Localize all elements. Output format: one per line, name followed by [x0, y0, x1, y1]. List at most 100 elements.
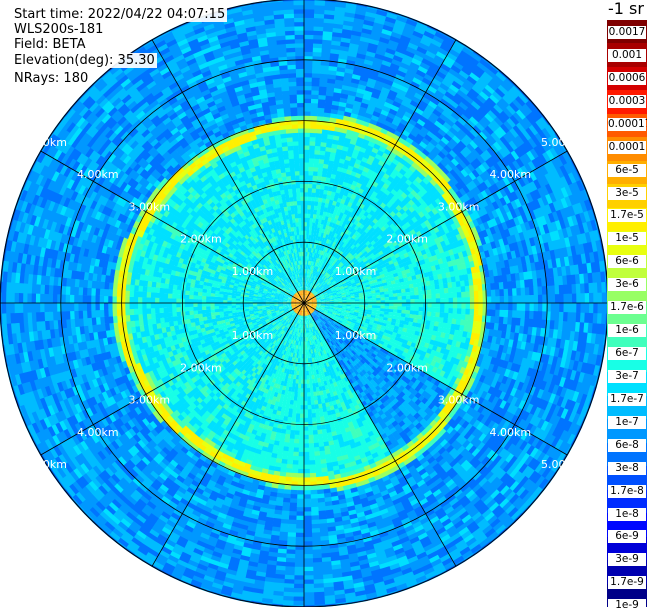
- ppi-range-gate: [419, 299, 424, 303]
- ppi-range-gate: [304, 102, 311, 107]
- ppi-range-gate: [491, 296, 496, 303]
- ppi-range-gate: [453, 303, 458, 309]
- ppi-range-gate: [304, 209, 307, 214]
- ppi-range-gate: [512, 303, 517, 311]
- ppi-range-gate: [380, 306, 385, 309]
- ppi-range-gate: [410, 299, 415, 303]
- ppi-range-gate: [393, 306, 398, 310]
- ppi-range-gate: [508, 303, 513, 311]
- ppi-range-gate: [444, 298, 449, 303]
- ppi-range-gate: [436, 303, 441, 308]
- ppi-range-gate: [304, 34, 314, 39]
- ppi-range-gate: [304, 30, 314, 35]
- ppi-range-gate: [304, 64, 313, 69]
- ppi-range-gate: [304, 136, 310, 141]
- ppi-range-gate: [521, 303, 526, 311]
- ppi-range-gate: [304, 153, 309, 158]
- ppi-range-gate: [304, 26, 314, 31]
- ppi-range-gate: [307, 217, 310, 222]
- ppi-range-gate: [304, 39, 314, 44]
- ppi-range-gate: [389, 303, 394, 306]
- ppi-range-gate: [491, 303, 496, 310]
- ppi-range-gate: [304, 170, 309, 175]
- ppi-range-gate: [555, 303, 560, 312]
- ppi-range-gate: [461, 297, 466, 303]
- ppi-range-gate: [572, 293, 577, 303]
- ppi-range-gate: [304, 158, 309, 163]
- ppi-range-gate: [304, 51, 313, 56]
- ppi-range-gate: [555, 294, 560, 303]
- ppi-range-gate: [538, 303, 543, 312]
- ppi-range-gate: [304, 196, 308, 201]
- ppi-range-gate: [589, 293, 594, 304]
- ppi-range-gate: [385, 306, 390, 309]
- ppi-range-gate: [304, 162, 309, 167]
- ppi-range-gate: [478, 303, 483, 310]
- ppi-range-gate: [495, 296, 500, 303]
- ppi-range-gate: [304, 128, 310, 133]
- ppi-range-gate: [576, 303, 581, 313]
- ppi-range-gate: [466, 303, 471, 309]
- ppi-range-gate: [304, 94, 312, 99]
- ppi-range-gate: [432, 298, 437, 303]
- ppi-range-gate: [478, 297, 483, 304]
- ppi-range-gate: [563, 294, 568, 304]
- ppi-range-gate: [402, 299, 407, 303]
- ppi-range-gate: [304, 217, 307, 222]
- ppi-range-gate: [419, 303, 424, 307]
- ppi-range-gate: [432, 303, 437, 308]
- ppi-range-gate: [402, 303, 407, 307]
- ppi-range-gate: [304, 68, 313, 73]
- ppi-range-gate: [355, 299, 360, 301]
- ppi-range-gate: [474, 297, 479, 303]
- ppi-range-gate: [351, 299, 356, 301]
- ppi-range-gate: [363, 299, 368, 301]
- ppi-range-gate: [525, 303, 530, 311]
- ppi-range-gate: [427, 299, 432, 304]
- ppi-range-gate: [304, 205, 308, 210]
- ppi-range-gate: [415, 303, 420, 307]
- ppi-range-gate: [389, 297, 394, 300]
- ppi-range-gate: [385, 297, 390, 300]
- ppi-range-gate: [304, 60, 313, 65]
- ppi-range-gate: [389, 306, 394, 309]
- ppi-range-gate: [585, 293, 590, 303]
- ppi-range-gate: [380, 297, 385, 300]
- ppi-range-gate: [487, 296, 492, 303]
- ppi-range-gate: [359, 299, 364, 301]
- ppi-range-gate: [304, 183, 308, 188]
- ppi-range-gate: [470, 303, 475, 309]
- ppi-range-gate: [593, 293, 598, 304]
- ppi-range-gate: [572, 303, 577, 313]
- ppi-range-gate: [304, 73, 312, 78]
- ppi-range-gate: [304, 107, 311, 112]
- ppi-range-gate: [304, 200, 308, 205]
- ppi-range-gate: [304, 166, 309, 171]
- ppi-range-gate: [483, 303, 488, 310]
- ppi-range-gate: [372, 298, 377, 301]
- ppi-range-gate: [368, 305, 373, 308]
- ppi-range-gate: [393, 303, 398, 306]
- ppi-range-gate: [449, 298, 454, 303]
- ppi-range-gate: [542, 303, 547, 312]
- ppi-range-gate: [372, 305, 377, 308]
- ppi-range-gate: [427, 303, 432, 308]
- ppi-range-gate: [306, 234, 309, 239]
- ppi-range-gate: [304, 187, 308, 192]
- ppi-range-gate: [304, 77, 312, 82]
- ppi-range-gate: [381, 303, 386, 306]
- ppi-range-gate: [504, 296, 509, 303]
- ppi-range-gate: [457, 297, 462, 303]
- ppi-range-gate: [304, 119, 311, 124]
- ppi-range-gate: [483, 297, 488, 304]
- ppi-range-gate: [415, 299, 420, 303]
- ppi-range-gate: [508, 296, 513, 304]
- ppi-range-gate: [487, 303, 492, 310]
- ppi-range-gate: [304, 90, 312, 95]
- ppi-range-gate: [474, 303, 479, 309]
- ppi-range-gate: [597, 293, 602, 304]
- ppi-range-gate: [457, 303, 462, 309]
- ppi-range-gate: [385, 303, 390, 306]
- ppi-range-gate: [304, 141, 310, 146]
- ppi-range-gate: [500, 303, 505, 310]
